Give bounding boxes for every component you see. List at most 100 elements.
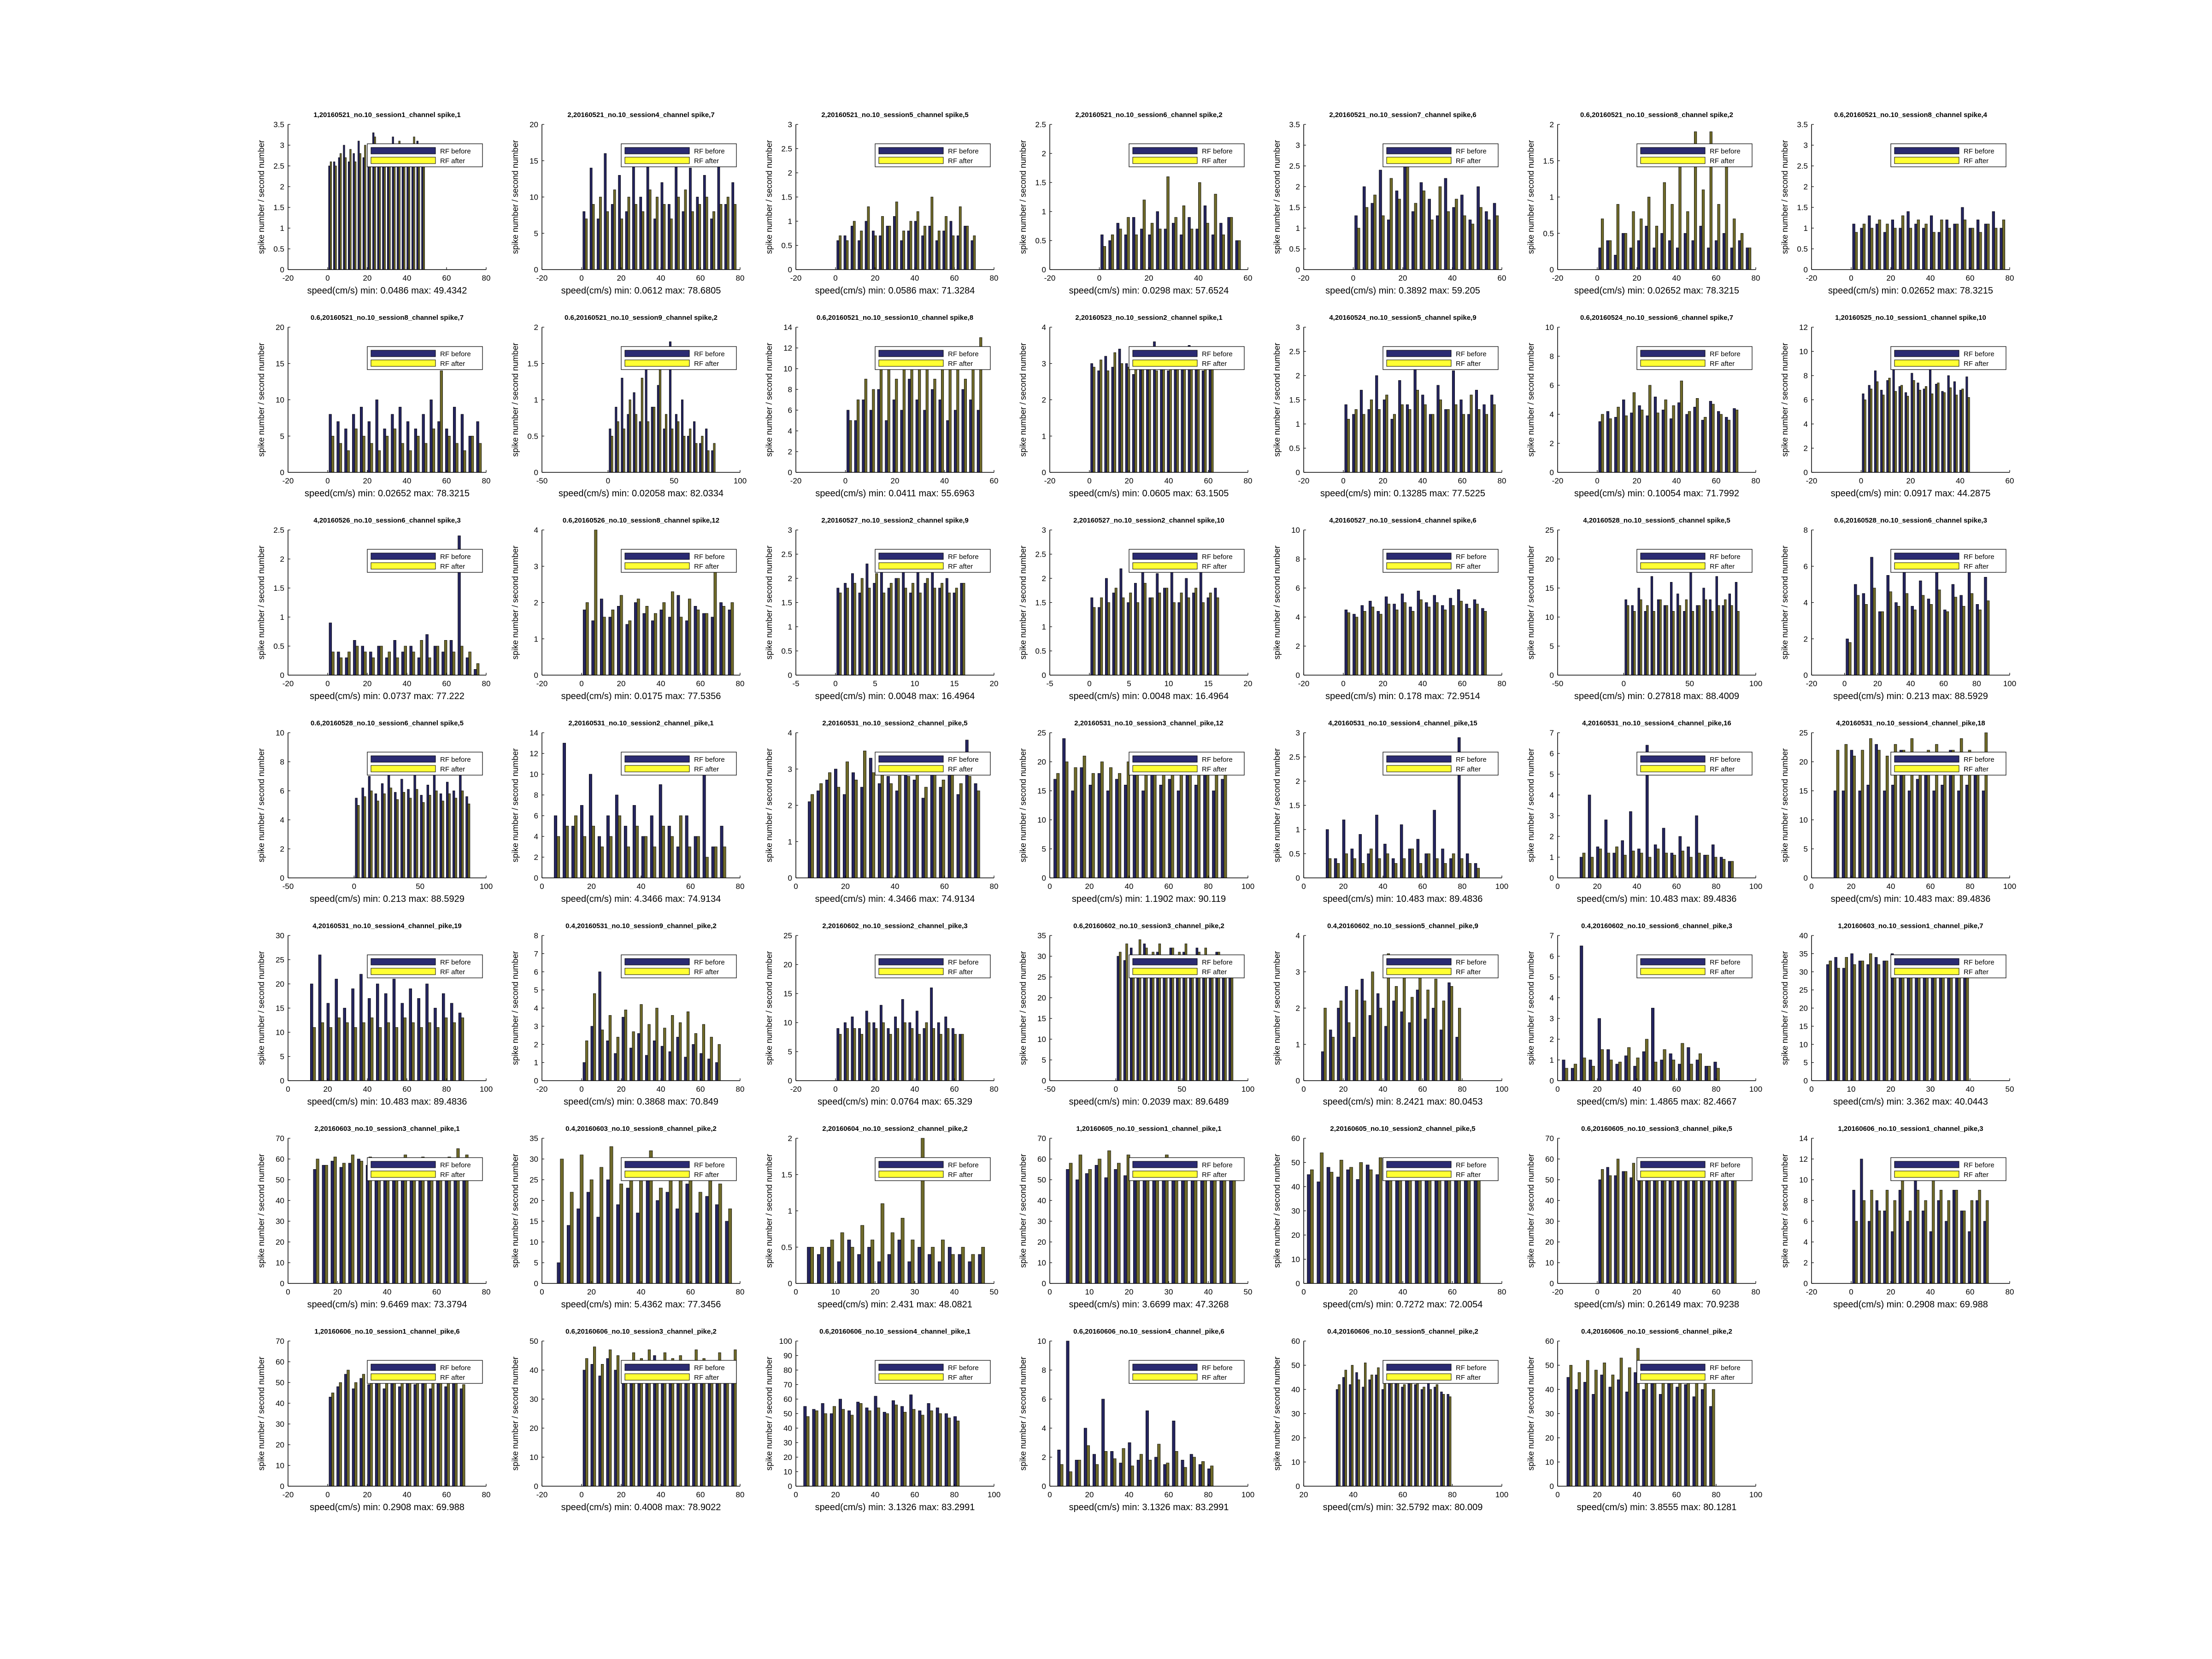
bar-after bbox=[1626, 605, 1630, 676]
bar-before bbox=[661, 1376, 664, 1487]
bar-before bbox=[1624, 599, 1627, 676]
bar-after bbox=[1377, 1367, 1380, 1487]
bar-after bbox=[1603, 1362, 1606, 1487]
bar-after bbox=[713, 443, 716, 473]
bar-before bbox=[1566, 1377, 1570, 1487]
y-tick-label: 40 bbox=[529, 1366, 538, 1375]
x-axis-label: speed(cm/s) min: 0.0737 max: 77.222 bbox=[310, 691, 465, 701]
x-axis-label: speed(cm/s) min: 0.0586 max: 71.3284 bbox=[815, 286, 975, 296]
bar-before bbox=[399, 406, 402, 473]
bar-before bbox=[969, 400, 972, 473]
bar-before bbox=[417, 998, 420, 1081]
y-tick-label: 3 bbox=[1296, 968, 1300, 977]
bar-after bbox=[1582, 853, 1586, 878]
bar-before bbox=[711, 450, 714, 473]
y-tick-label: 60 bbox=[276, 1358, 284, 1366]
y-tick-label: 0 bbox=[1550, 1279, 1554, 1288]
y-tick-label: 7 bbox=[1550, 931, 1554, 940]
y-tick-label: 50 bbox=[276, 1378, 284, 1387]
y-tick-label: 35 bbox=[529, 1134, 538, 1143]
bar-before bbox=[1376, 1174, 1379, 1284]
y-tick-label: 1.5 bbox=[1289, 396, 1300, 405]
x-tick-label: 40 bbox=[363, 1085, 372, 1094]
x-tick-label: 10 bbox=[831, 1288, 840, 1296]
y-tick-label: 8 bbox=[1042, 1366, 1046, 1375]
y-tick-label: 2 bbox=[788, 1134, 792, 1143]
y-tick-label: 0 bbox=[1550, 468, 1554, 477]
bar-after bbox=[592, 204, 595, 270]
bar-after bbox=[882, 593, 885, 676]
bar-before bbox=[1080, 767, 1083, 878]
legend-label-before: RF before bbox=[1710, 756, 1741, 764]
x-tick-label: 60 bbox=[1204, 477, 1213, 485]
bar-before bbox=[731, 1372, 735, 1487]
bar-before bbox=[1876, 224, 1879, 270]
y-tick-label: 12 bbox=[1799, 1155, 1808, 1164]
bar-before bbox=[1180, 234, 1183, 270]
y-tick-label: 15 bbox=[276, 1004, 284, 1013]
x-axis-label: speed(cm/s) min: 1.1902 max: 90.119 bbox=[1072, 894, 1226, 904]
bar-before bbox=[687, 435, 690, 473]
bar-before bbox=[1405, 1167, 1409, 1284]
x-tick-label: 80 bbox=[1498, 679, 1506, 688]
bar-after bbox=[1431, 414, 1435, 473]
bar-after bbox=[448, 793, 451, 878]
bar-before bbox=[606, 815, 610, 878]
bar-after bbox=[839, 235, 841, 270]
bar-after bbox=[312, 1027, 316, 1081]
bar-before bbox=[429, 1388, 432, 1487]
x-tick-label: 40 bbox=[871, 1490, 880, 1499]
bar-before bbox=[1163, 1464, 1167, 1487]
y-tick-label: 40 bbox=[783, 1424, 792, 1433]
y-tick-label: 0 bbox=[788, 265, 792, 274]
y-tick-label: 2.5 bbox=[1289, 753, 1300, 762]
bar-before bbox=[857, 1254, 861, 1284]
legend-label-before: RF before bbox=[948, 350, 979, 358]
bar-before bbox=[1468, 219, 1472, 270]
y-tick-label: 2 bbox=[1550, 832, 1554, 841]
bar-before bbox=[639, 197, 642, 270]
x-tick-label: 40 bbox=[1399, 1288, 1407, 1296]
x-tick-label: 40 bbox=[1418, 679, 1427, 688]
subplot-38: 0 10 20 30 40 5000.511.522,20160604_no.10_ses… bbox=[765, 1125, 998, 1310]
bar-before bbox=[908, 1022, 912, 1081]
bar-after bbox=[1117, 1163, 1121, 1284]
bar-after bbox=[1127, 367, 1130, 473]
legend-swatch-after bbox=[878, 562, 944, 570]
x-tick-label: 60 bbox=[432, 1288, 441, 1296]
bar-after bbox=[952, 235, 955, 270]
y-tick-label: 20 bbox=[1291, 1434, 1300, 1442]
bar-after bbox=[385, 1382, 388, 1487]
bar-after bbox=[1894, 391, 1897, 473]
bar-after bbox=[600, 1030, 604, 1081]
bar-before bbox=[1133, 767, 1136, 878]
bar-after bbox=[1361, 863, 1365, 878]
bar-after bbox=[1912, 380, 1915, 473]
y-tick-label: 6 bbox=[280, 787, 284, 795]
y-tick-label: 8 bbox=[280, 758, 284, 766]
bar-after bbox=[454, 798, 457, 878]
bar-after bbox=[346, 1022, 349, 1081]
bar-after bbox=[377, 800, 379, 878]
bar-before bbox=[675, 153, 677, 270]
y-tick-label: 0 bbox=[788, 671, 792, 680]
bar-before bbox=[329, 414, 332, 473]
bar-before bbox=[1174, 356, 1177, 473]
y-axis-label: spike number / second number bbox=[765, 546, 774, 659]
bar-before bbox=[1622, 400, 1625, 473]
bar-after bbox=[867, 206, 870, 270]
legend-label-before: RF before bbox=[1710, 1364, 1741, 1372]
bar-after bbox=[1877, 964, 1880, 1081]
x-tick-label: 20 bbox=[1633, 1288, 1641, 1296]
legend-swatch-after bbox=[371, 765, 436, 772]
y-tick-label: 25 bbox=[1799, 986, 1808, 994]
bar-before bbox=[877, 1261, 881, 1284]
x-tick-label: 40 bbox=[657, 1085, 665, 1094]
bar-before bbox=[614, 1053, 617, 1081]
bar-before bbox=[1493, 203, 1496, 270]
bar-after bbox=[691, 211, 694, 270]
bar-after bbox=[1162, 767, 1165, 878]
bar-after bbox=[1917, 219, 1920, 270]
bar-after bbox=[429, 795, 431, 878]
bar-after bbox=[461, 1018, 465, 1081]
